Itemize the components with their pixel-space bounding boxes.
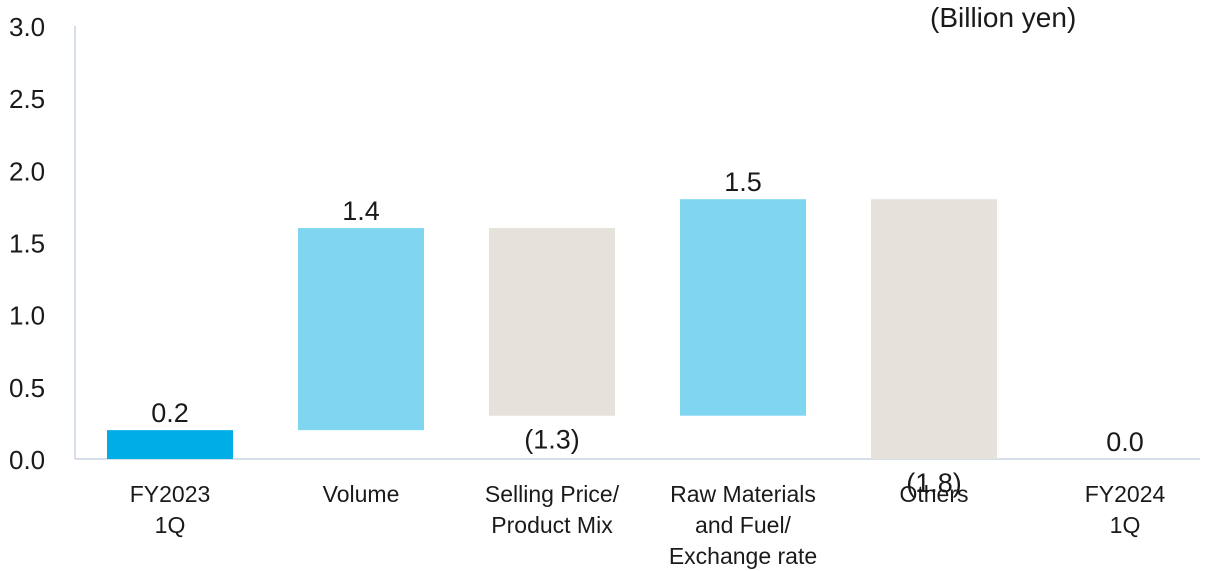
x-tick-label: 1Q bbox=[155, 512, 186, 538]
x-tick-label: Raw Materials bbox=[670, 481, 816, 507]
y-tick-label: 3.0 bbox=[9, 12, 45, 42]
x-tick-label: 1Q bbox=[1110, 512, 1141, 538]
data-label: 0.2 bbox=[151, 398, 189, 428]
x-tick-label: FY2023 bbox=[130, 481, 211, 507]
bar bbox=[871, 199, 997, 459]
x-tick-label: FY2024 bbox=[1085, 481, 1166, 507]
bar bbox=[298, 228, 424, 431]
bar bbox=[680, 199, 806, 416]
x-tick-label: Volume bbox=[323, 481, 400, 507]
y-tick-label: 1.0 bbox=[9, 301, 45, 331]
x-tick-label: and Fuel/ bbox=[695, 512, 792, 538]
x-tick-label: Exchange rate bbox=[669, 543, 817, 569]
x-tick-label: Others bbox=[899, 481, 968, 507]
y-tick-label: 0.5 bbox=[9, 373, 45, 403]
data-label: 1.5 bbox=[724, 167, 762, 197]
bar bbox=[489, 228, 615, 416]
y-tick-label: 0.0 bbox=[9, 445, 45, 475]
data-label: 0.0 bbox=[1106, 427, 1144, 457]
bar bbox=[107, 430, 233, 459]
x-tick-label: Selling Price/ bbox=[485, 481, 620, 507]
x-tick-label: Product Mix bbox=[491, 512, 613, 538]
y-tick-label: 2.5 bbox=[9, 84, 45, 114]
data-label: (1.3) bbox=[524, 425, 580, 455]
data-label: (1.8) bbox=[906, 468, 962, 498]
y-tick-label: 2.0 bbox=[9, 156, 45, 186]
unit-label: (Billion yen) bbox=[930, 2, 1077, 33]
data-label: 1.4 bbox=[342, 196, 380, 226]
y-tick-label: 1.5 bbox=[9, 229, 45, 259]
